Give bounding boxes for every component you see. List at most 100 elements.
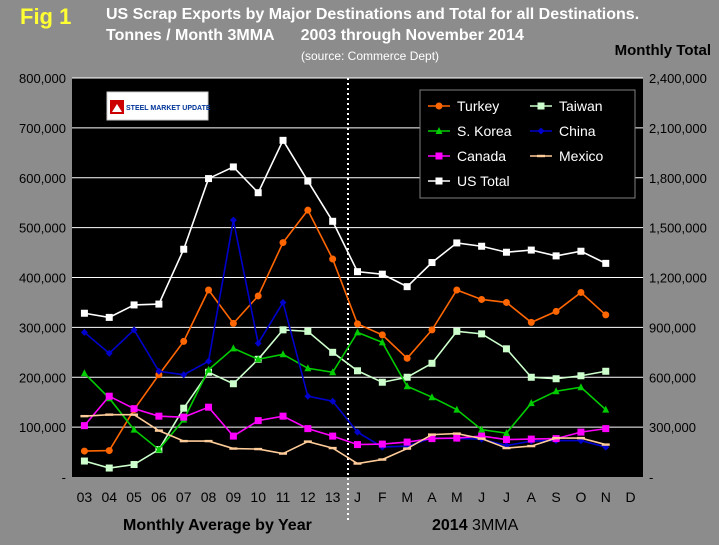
mexico-point xyxy=(527,444,536,448)
turkey-point xyxy=(527,318,535,326)
x-axis-tick-label: J xyxy=(354,489,361,505)
taiwan-point xyxy=(304,327,312,335)
x-axis-tick-label: N xyxy=(601,489,611,505)
canada-point xyxy=(602,425,610,433)
us-total-point xyxy=(279,136,287,144)
mexico-point xyxy=(254,447,263,451)
taiwan-point xyxy=(478,330,486,338)
us-total-point xyxy=(254,189,262,197)
taiwan-point xyxy=(229,380,237,388)
us-total-point xyxy=(205,175,213,183)
x-axis-tick-label: 04 xyxy=(101,489,117,505)
turkey-point xyxy=(453,286,461,294)
china-point xyxy=(254,339,262,347)
legend-label-taiwan: Taiwan xyxy=(559,98,603,114)
s-korea-line xyxy=(83,331,607,451)
canada-line xyxy=(83,395,606,446)
canada-point xyxy=(130,405,138,413)
legend-label-us-total: US Total xyxy=(457,173,510,189)
us-total-point xyxy=(602,259,610,267)
legend-label-turkey: Turkey xyxy=(457,98,499,114)
legend-label-s-korea: S. Korea xyxy=(457,123,512,139)
canada-point xyxy=(428,435,436,443)
turkey-point xyxy=(279,239,287,247)
left-axis-tick-label: 200,000 xyxy=(19,370,66,385)
mexico-point xyxy=(378,458,387,461)
taiwan-point xyxy=(577,372,585,380)
x-axis-tick-label: 10 xyxy=(250,489,266,505)
legend-label-canada: Canada xyxy=(457,148,506,164)
left-axis-tick-label: 500,000 xyxy=(19,221,66,236)
us-total-point xyxy=(502,248,510,256)
china-point xyxy=(304,392,312,400)
x-group-unit: 3MMA xyxy=(472,517,519,534)
s-korea-point xyxy=(577,383,585,391)
us-total-point xyxy=(304,177,312,185)
s-korea-point xyxy=(329,368,337,376)
legend-marker-canada xyxy=(435,152,443,160)
canada-point xyxy=(378,440,386,448)
china-point xyxy=(105,349,113,357)
china-point xyxy=(155,367,163,375)
taiwan-point xyxy=(130,461,138,469)
canada-point xyxy=(254,417,262,425)
mexico-point xyxy=(353,462,362,465)
china-point xyxy=(329,397,337,405)
s-korea-point xyxy=(205,365,213,373)
turkey-point xyxy=(602,311,610,319)
canada-point xyxy=(180,413,188,421)
legend-marker-taiwan xyxy=(537,102,545,110)
x-axis-tick-label: D xyxy=(626,489,636,505)
canada-point xyxy=(577,428,585,436)
taiwan-point xyxy=(502,345,510,353)
us-total-point xyxy=(80,309,88,317)
right-axis-tick-label: 2,400,000 xyxy=(649,71,707,86)
china-line xyxy=(83,219,606,448)
right-axis-tick-label: 1,200,000 xyxy=(649,271,707,286)
chart-title: US Scrap Exports by Major Destinations a… xyxy=(106,6,640,23)
logo-text: STEEL MARKET UPDATE xyxy=(126,105,211,112)
mexico-point xyxy=(328,446,337,450)
us-total-point xyxy=(130,301,138,309)
canada-point xyxy=(502,436,510,444)
mexico-point xyxy=(403,447,412,450)
china-point xyxy=(205,357,213,365)
turkey-point xyxy=(552,307,560,315)
x-axis-tick-label: 06 xyxy=(151,489,167,505)
s-korea-point xyxy=(80,369,88,377)
x-axis-tick-label: F xyxy=(378,489,387,505)
taiwan-point xyxy=(329,348,337,356)
canada-point xyxy=(527,435,535,443)
right-axis-tick-label: 300,000 xyxy=(649,420,696,435)
x-axis-tick-label: 07 xyxy=(176,489,192,505)
x-axis-tick-label: 03 xyxy=(77,489,93,505)
series-s-korea xyxy=(80,328,610,453)
us-total-line xyxy=(84,138,607,319)
s-korea-point xyxy=(403,382,411,390)
source-note: (source: Commerce Dept) xyxy=(301,49,440,63)
taiwan-point xyxy=(527,373,535,381)
taiwan-point xyxy=(378,378,386,386)
s-korea-point xyxy=(552,387,560,395)
turkey-point xyxy=(105,447,113,455)
legend-label-china: China xyxy=(559,123,596,139)
turkey-point xyxy=(403,354,411,362)
right-axis-tick-label: 2,100,000 xyxy=(649,121,707,136)
series-china xyxy=(80,216,610,451)
turkey-point xyxy=(304,206,312,214)
taiwan-line xyxy=(84,329,606,469)
left-axis-tick-label: 400,000 xyxy=(19,271,66,286)
turkey-point xyxy=(180,337,188,345)
taiwan-point xyxy=(279,326,287,334)
taiwan-point xyxy=(80,457,88,465)
mexico-point xyxy=(229,447,238,450)
right-axis-tick-label: 900,000 xyxy=(649,320,696,335)
canada-point xyxy=(105,392,113,400)
us-total-point xyxy=(552,252,560,260)
mexico-point xyxy=(154,429,163,432)
x-axis-tick-label: 11 xyxy=(276,489,291,505)
right-axis-tick-label: 1,800,000 xyxy=(649,171,707,186)
s-korea-point xyxy=(502,429,510,437)
x-axis-tick-label: 12 xyxy=(300,489,316,505)
